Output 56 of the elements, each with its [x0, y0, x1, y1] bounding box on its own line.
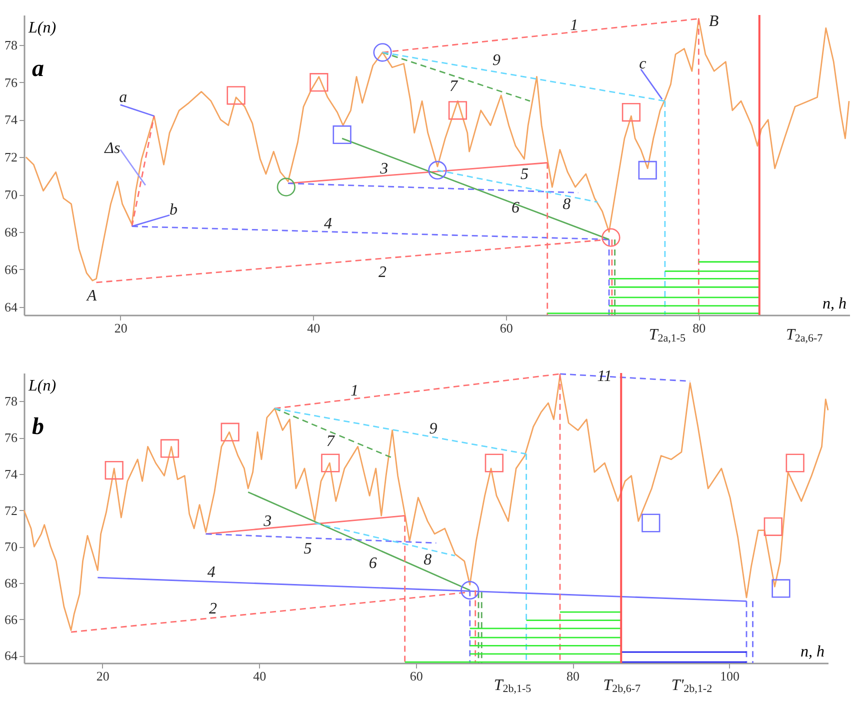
x-tick-label: 80 [692, 320, 706, 336]
annotation: 4 [207, 564, 216, 582]
annotation: a [119, 89, 128, 106]
y-tick-label: 78 [4, 37, 18, 52]
x-tick-label: 20 [96, 668, 110, 684]
annotation: b [170, 201, 178, 218]
text: a [32, 56, 44, 82]
x-tick-label: 60 [410, 668, 423, 684]
annotation: 8 [424, 551, 432, 568]
y-tick-label: 68 [4, 224, 18, 240]
y-tick-label: 74 [4, 466, 18, 482]
y-tick-label: 70 [4, 187, 18, 202]
y-tick-label: 68 [4, 576, 18, 590]
annotation: 5 [304, 540, 312, 558]
annotation: 2 [208, 600, 217, 618]
y-tick-label: 64 [4, 299, 18, 314]
y-tick-label: 64 [4, 648, 18, 664]
annotation: 8 [562, 196, 571, 213]
y-tick-label: 72 [4, 150, 18, 165]
y-tick-label: 76 [4, 430, 18, 446]
x-tick-label: 60 [500, 320, 513, 336]
annotation: 6 [368, 554, 377, 572]
x-tick-label: 20 [114, 320, 128, 336]
annotation: 5 [520, 166, 529, 183]
y-tick-label: 72 [4, 502, 18, 518]
annotation: 11 [597, 368, 612, 385]
annotation: 4 [324, 216, 332, 232]
y-tick-label: 76 [4, 74, 18, 90]
x-axis-title: n, h [822, 296, 846, 312]
annotation: Δs [104, 140, 120, 157]
annotation: 9 [492, 52, 500, 69]
x-tick-label: 40 [253, 668, 266, 684]
annotation: 6 [511, 200, 520, 217]
annotation: c [639, 56, 646, 73]
annotation: 9 [429, 420, 438, 438]
annotation: 2 [378, 264, 386, 282]
x-axis-title: n, h [800, 644, 824, 660]
annotation: 1 [570, 17, 578, 34]
x-tick-label: 40 [307, 320, 320, 336]
annotation: 7 [450, 78, 459, 96]
y-tick-label: 66 [4, 262, 18, 277]
annotation: 3 [262, 513, 272, 530]
y-tick-label: 66 [4, 612, 18, 627]
y-tick-label: 74 [4, 112, 18, 128]
annotation: B [708, 13, 719, 30]
y-axis-title: L(n) [28, 378, 56, 394]
y-tick-label: 78 [4, 394, 18, 409]
x-tick-label: 100 [720, 668, 740, 684]
y-tick-label: 70 [4, 539, 18, 554]
x-tick-label: 80 [566, 668, 580, 684]
annotation: A [86, 288, 97, 304]
y-axis-title: L(n) [28, 20, 56, 36]
annotation: 1 [350, 382, 358, 400]
annotation: 3 [379, 160, 388, 178]
text: b [32, 414, 44, 440]
annotation: 7 [326, 433, 336, 450]
